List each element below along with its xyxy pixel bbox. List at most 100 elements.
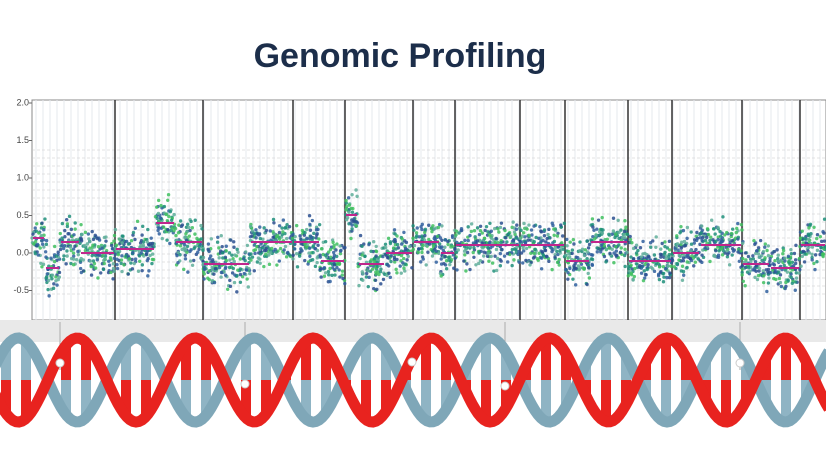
- dot: [681, 256, 686, 260]
- dot: [737, 259, 742, 264]
- dot: [723, 233, 727, 237]
- dot: [627, 266, 631, 271]
- dot: [564, 267, 568, 272]
- dot: [651, 239, 655, 243]
- dot: [176, 261, 180, 265]
- node: [240, 379, 250, 389]
- dot: [40, 242, 45, 246]
- dot: [343, 245, 347, 250]
- dot: [96, 276, 100, 280]
- dot: [794, 271, 799, 275]
- dot: [61, 257, 66, 262]
- dot: [595, 227, 599, 231]
- dot: [71, 263, 76, 267]
- rung-red: [301, 341, 311, 380]
- dot: [338, 244, 342, 248]
- dot: [469, 222, 474, 226]
- dot: [238, 272, 243, 277]
- dot: [120, 254, 124, 258]
- dot: [486, 251, 490, 256]
- dot: [88, 259, 93, 263]
- dot: [378, 269, 383, 274]
- dot: [589, 253, 594, 257]
- dot: [768, 256, 772, 261]
- dot: [743, 251, 748, 255]
- dot: [448, 262, 452, 267]
- dot: [295, 265, 300, 269]
- dot: [725, 230, 729, 235]
- dot: [456, 248, 460, 252]
- dot: [564, 253, 568, 257]
- dot: [228, 258, 232, 262]
- dot: [47, 294, 51, 298]
- dot: [781, 248, 786, 253]
- y-tick-label: 0.5: [16, 210, 29, 220]
- dot: [323, 239, 328, 244]
- dot: [457, 231, 461, 235]
- dot: [245, 277, 249, 281]
- dot: [192, 258, 196, 263]
- dot: [231, 257, 235, 261]
- dot: [119, 261, 123, 266]
- dot: [611, 229, 616, 233]
- dot: [316, 243, 320, 247]
- dot: [466, 225, 470, 229]
- dot: [682, 239, 687, 244]
- dot: [202, 267, 207, 272]
- dot: [235, 247, 239, 252]
- dot: [664, 256, 668, 261]
- dot: [812, 225, 816, 229]
- dot: [394, 247, 398, 251]
- dot: [193, 232, 197, 236]
- dot: [216, 235, 220, 239]
- dot: [576, 256, 580, 260]
- dot: [708, 238, 712, 243]
- dot: [334, 248, 338, 252]
- rung-red: [21, 380, 31, 419]
- dot: [552, 239, 557, 244]
- dot: [675, 242, 680, 246]
- dot: [424, 243, 428, 248]
- dot: [708, 259, 712, 264]
- dot: [304, 227, 309, 232]
- dot: [783, 256, 787, 260]
- dot: [526, 238, 530, 242]
- dot: [614, 232, 618, 236]
- dot: [802, 260, 807, 264]
- dot: [402, 266, 406, 270]
- dot: [782, 263, 786, 268]
- dot: [403, 262, 408, 266]
- dot: [58, 247, 63, 252]
- rung-blue: [141, 343, 151, 380]
- dot: [807, 233, 811, 237]
- dot: [401, 261, 405, 265]
- dot: [183, 248, 188, 252]
- dot: [347, 203, 352, 207]
- dot: [291, 232, 295, 237]
- dot: [572, 264, 576, 268]
- dot: [89, 264, 93, 269]
- dot: [294, 223, 299, 228]
- dot: [489, 245, 493, 250]
- dot: [610, 247, 614, 251]
- dot: [423, 230, 427, 235]
- dot: [389, 254, 393, 258]
- dot: [258, 257, 262, 261]
- dot: [699, 231, 703, 236]
- dot: [592, 237, 597, 241]
- dot: [78, 241, 82, 246]
- dot: [371, 240, 376, 244]
- dot: [319, 275, 323, 279]
- dot: [290, 236, 295, 241]
- dot: [783, 259, 787, 263]
- dot: [227, 251, 232, 255]
- dot: [489, 254, 493, 259]
- dot: [773, 259, 777, 263]
- dot: [412, 243, 417, 248]
- dot: [331, 250, 336, 255]
- dot: [67, 214, 72, 219]
- dot: [725, 255, 730, 259]
- dot: [628, 237, 633, 242]
- dot: [454, 250, 458, 255]
- dot: [103, 254, 108, 258]
